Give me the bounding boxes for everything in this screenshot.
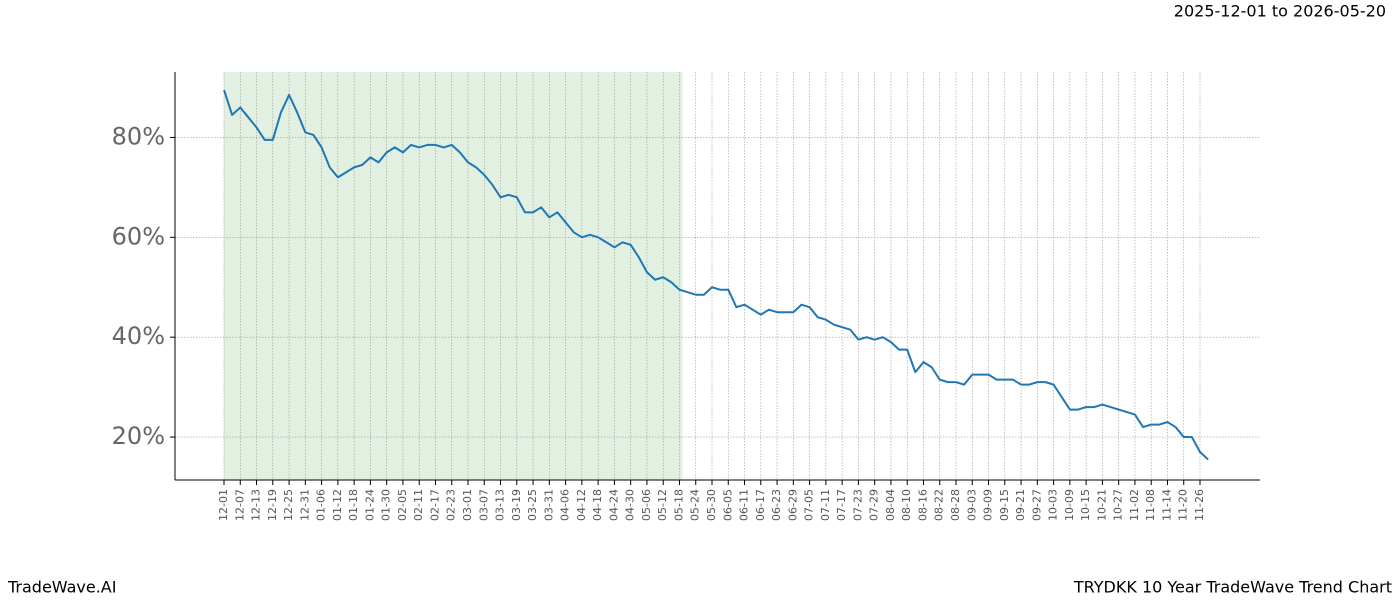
- chart-subtitle: 2025-12-01 to 2026-05-20: [1174, 2, 1386, 21]
- x-tick-label: 11-02: [1128, 489, 1141, 521]
- y-tick-label: 60%: [112, 222, 165, 250]
- x-tick-label: 01-12: [331, 489, 344, 521]
- x-tick-label: 10-15: [1079, 489, 1092, 521]
- x-tick-label: 05-18: [672, 489, 685, 521]
- x-tick-label: 02-17: [428, 489, 441, 521]
- x-tick-label: 05-30: [705, 489, 718, 521]
- y-tick-label: 20%: [112, 422, 165, 450]
- x-tick-label: 06-17: [754, 489, 767, 521]
- x-tick-label: 05-24: [689, 489, 702, 521]
- y-tick-label: 80%: [112, 122, 165, 150]
- x-tick-label: 10-21: [1095, 489, 1108, 521]
- x-tick-label: 03-25: [526, 489, 539, 521]
- x-tick-label: 05-06: [640, 489, 653, 521]
- y-tick-label: 40%: [112, 322, 165, 350]
- x-tick-label: 03-13: [494, 489, 507, 521]
- x-tick-label: 02-23: [445, 489, 458, 521]
- x-tick-label: 11-20: [1177, 489, 1190, 521]
- x-tick-label: 04-12: [575, 489, 588, 521]
- x-tick-label: 07-17: [835, 489, 848, 521]
- x-tick-label: 03-07: [477, 489, 490, 521]
- x-tick-label: 04-18: [591, 489, 604, 521]
- x-tick-label: 04-24: [607, 489, 620, 521]
- x-tick-label: 08-10: [900, 489, 913, 521]
- x-tick-label: 06-11: [738, 489, 751, 521]
- x-tick-label: 07-23: [851, 489, 864, 521]
- x-tick-label: 07-29: [868, 489, 881, 521]
- x-tick-label: 10-27: [1112, 489, 1125, 521]
- x-tick-label: 12-25: [282, 489, 295, 521]
- x-tick-label: 12-01: [217, 489, 230, 521]
- x-tick-label: 12-19: [266, 489, 279, 521]
- x-tick-label: 09-09: [982, 489, 995, 521]
- x-tick-label: 01-30: [380, 489, 393, 521]
- x-tick-label: 03-01: [461, 489, 474, 521]
- highlight-band: [224, 72, 683, 480]
- x-tick-label: 05-12: [656, 489, 669, 521]
- x-tick-label: 01-18: [347, 489, 360, 521]
- x-tick-label: 02-05: [396, 489, 409, 521]
- x-tick-label: 04-06: [559, 489, 572, 521]
- x-tick-label: 11-26: [1193, 489, 1206, 521]
- x-tick-label: 07-11: [819, 489, 832, 521]
- x-tick-label: 08-16: [916, 489, 929, 521]
- trend-line: [223, 89, 1209, 461]
- x-tick-label: 12-31: [298, 489, 311, 521]
- footer-left: TradeWave.AI: [7, 578, 116, 597]
- x-tick-label: 09-27: [1030, 489, 1043, 521]
- x-tick-label: 09-21: [1014, 489, 1027, 521]
- footer-right: TRYDKK 10 Year TradeWave Trend Chart: [1073, 578, 1392, 597]
- x-tick-label: 08-04: [884, 489, 897, 521]
- x-tick-label: 01-24: [363, 489, 376, 521]
- x-tick-label: 02-11: [412, 489, 425, 521]
- x-tick-label: 11-14: [1160, 489, 1173, 521]
- x-tick-label: 06-29: [786, 489, 799, 521]
- x-tick-label: 10-03: [1047, 489, 1060, 521]
- x-tick-label: 09-15: [998, 489, 1011, 521]
- x-tick-label: 11-08: [1144, 489, 1157, 521]
- x-tick-label: 12-13: [250, 489, 263, 521]
- x-tick-label: 10-09: [1063, 489, 1076, 521]
- x-tick-label: 03-31: [542, 489, 555, 521]
- x-tick-label: 08-22: [933, 489, 946, 521]
- x-tick-label: 06-05: [721, 489, 734, 521]
- x-tick-label: 01-06: [315, 489, 328, 521]
- x-tick-label: 06-23: [770, 489, 783, 521]
- x-tick-label: 08-28: [949, 489, 962, 521]
- x-tick-label: 07-05: [803, 489, 816, 521]
- x-tick-label: 12-07: [233, 489, 246, 521]
- x-tick-label: 03-19: [510, 489, 523, 521]
- x-tick-label: 04-30: [624, 489, 637, 521]
- x-tick-label: 09-03: [965, 489, 978, 521]
